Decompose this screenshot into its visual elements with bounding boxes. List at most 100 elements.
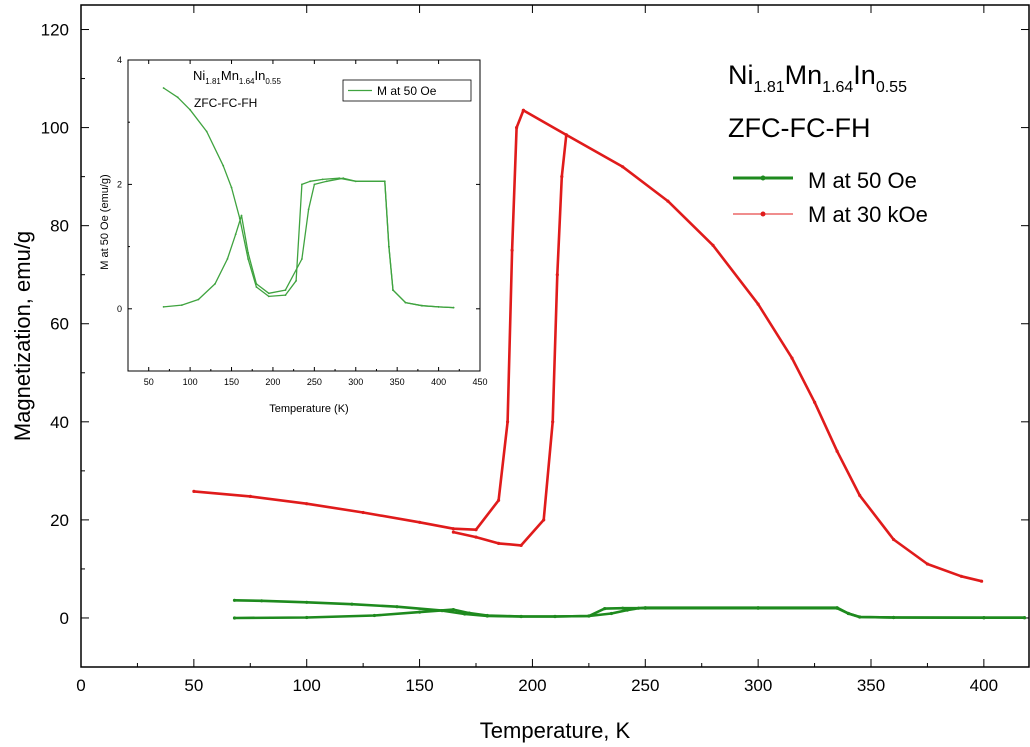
main-series-0-point-1-18	[892, 615, 896, 620]
formula-part-2: Mn	[785, 60, 823, 90]
main-series-0-point-1-1	[305, 615, 309, 620]
inset-series-0-point-1-12	[307, 208, 310, 211]
inset-series-0-point-0-5	[230, 186, 233, 189]
inset-legend: M at 50 Oe	[342, 79, 472, 102]
inset-series	[162, 87, 455, 309]
inset-x-tick-label-5: 300	[348, 377, 363, 387]
main-series-0-point-1-10	[609, 611, 614, 616]
main-series-0-point-0-1	[260, 599, 264, 603]
inset-series-0-point-0-9	[267, 295, 270, 298]
inset-series-0-point-1-23	[452, 306, 455, 309]
main-series-1-point-0-0	[192, 489, 196, 493]
main-series-1-point-0-5	[451, 527, 455, 531]
main-series-0-point-1-13	[643, 606, 647, 610]
inset-series-0-point-1-16	[354, 180, 357, 183]
inset-formula-annotation: Ni1.81Mn1.64In0.55	[193, 68, 281, 86]
formula-part-3: 1.64	[822, 79, 853, 96]
main-series-1-branch-0	[192, 109, 525, 532]
inset-series-0-point-1-8	[255, 283, 258, 285]
main-series-1-point-2-10	[892, 537, 896, 542]
main-legend: M at 50 Oe M at 30 kOe	[733, 168, 928, 227]
main-legend-label-30koe: M at 30 kOe	[808, 202, 928, 227]
main-y-tick-label-2: 40	[50, 413, 69, 432]
main-x-tick-label-7: 350	[857, 676, 885, 695]
main-x-tick-label-1: 50	[184, 676, 203, 695]
main-series-0-point-0-12	[621, 606, 625, 610]
inset-series-0-point-0-3	[205, 130, 208, 133]
inset-series-0-point-1-13	[313, 183, 316, 186]
inset-series-0-point-1-14	[325, 180, 328, 183]
inset-series-0-point-1-9	[267, 292, 270, 295]
main-formula-annotation: Ni1.81Mn1.64In0.55	[728, 60, 907, 96]
main-series-0-point-1-20	[1022, 616, 1027, 620]
main-series-1-point-0-8	[506, 420, 510, 424]
main-series-0-point-0-11	[603, 607, 607, 611]
inset-x-tick-label-8: 450	[472, 377, 487, 387]
main-series-0-point-1-2	[372, 613, 376, 618]
formula-part-5: 0.55	[876, 79, 907, 96]
formula-part-2: Mn	[221, 68, 239, 83]
main-series-0-point-1-6	[485, 613, 489, 618]
main-x-tick-label-6: 300	[744, 676, 772, 695]
inset-series-0-point-1-1	[180, 304, 183, 306]
inset-series-0-point-1-18	[388, 245, 390, 248]
inset-series-0-point-1-10	[284, 289, 287, 291]
inset-series-0-point-0-4	[222, 164, 225, 167]
inset-series-0-point-0-8	[255, 286, 258, 288]
main-legend-entry-50oe: M at 50 Oe	[733, 168, 917, 193]
main-series-1-point-2-13	[980, 579, 984, 583]
main-series-1-point-2-7	[813, 400, 817, 404]
main-y-tick-label-5: 100	[41, 119, 69, 138]
main-series-1	[192, 108, 984, 583]
main-series-1-point-2-5	[756, 302, 760, 306]
inset-series-0-point-1-19	[392, 289, 394, 291]
formula-part-4: In	[853, 60, 876, 90]
main-series-0-point-1-19	[982, 616, 986, 620]
inset-series-0-point-1-3	[214, 283, 216, 285]
main-series-0-point-0-4	[395, 605, 399, 609]
main-series-0-point-1-4	[451, 608, 455, 612]
main-x-ticks: 0 50 100 150 200 250 300 350 400	[76, 5, 998, 695]
main-series-0-point-1-14	[756, 606, 760, 610]
main-series-0-point-1-0	[232, 616, 237, 620]
main-series-1-point-2-3	[666, 199, 670, 203]
inset-series-0-point-0-7	[247, 258, 250, 260]
inset-x-tick-label-6: 350	[390, 377, 405, 387]
formula-part-1: 1.81	[205, 77, 221, 86]
main-series-1-point-1-6	[555, 273, 559, 277]
inset-x-axis-label: Temperature (K)	[269, 403, 348, 415]
inset-series-0-point-0-0	[162, 87, 165, 89]
main-series-1-point-1-7	[560, 175, 564, 179]
main-series-1-point-0-2	[305, 502, 309, 506]
inset-y-ticks: 0 2 4	[117, 55, 480, 314]
inset-series-0-point-0-10	[284, 294, 287, 296]
main-series-1-point-1-0	[451, 530, 455, 534]
inset-series-0-branch-1	[162, 177, 455, 309]
main-series-0-point-1-15	[835, 606, 839, 610]
main-series-0-point-1-9	[587, 614, 591, 618]
main-series-1-point-0-7	[497, 498, 501, 502]
main-series-0-point-1-17	[858, 615, 862, 619]
inset-series-0-point-0-14	[321, 178, 324, 181]
inset-protocol-annotation: ZFC-FC-FH	[194, 96, 257, 110]
inset-series-0-point-1-21	[421, 304, 423, 307]
inset-plot-frame	[127, 59, 481, 372]
main-y-tick-label-4: 80	[50, 217, 69, 236]
main-series-1-point-2-12	[959, 574, 963, 578]
inset-series-0-point-1-2	[197, 298, 200, 301]
main-series-0-point-1-11	[625, 608, 629, 612]
main-series-0-point-1-12	[636, 606, 641, 610]
main-series-0-point-1-8	[553, 614, 557, 619]
main-x-tick-label-5: 250	[631, 676, 659, 695]
inset-x-tick-label-1: 100	[183, 377, 198, 387]
main-series-1-point-2-0	[521, 108, 526, 112]
inset-series-0-point-1-7	[247, 251, 250, 254]
main-series-1-point-1-2	[497, 541, 501, 546]
main-series-1-point-0-1	[248, 494, 252, 498]
main-series-0-point-0-3	[350, 602, 354, 606]
inset-series-0-point-1-5	[234, 233, 237, 236]
main-series-1-point-1-1	[474, 535, 478, 539]
main-series-1-point-2-9	[858, 493, 862, 497]
